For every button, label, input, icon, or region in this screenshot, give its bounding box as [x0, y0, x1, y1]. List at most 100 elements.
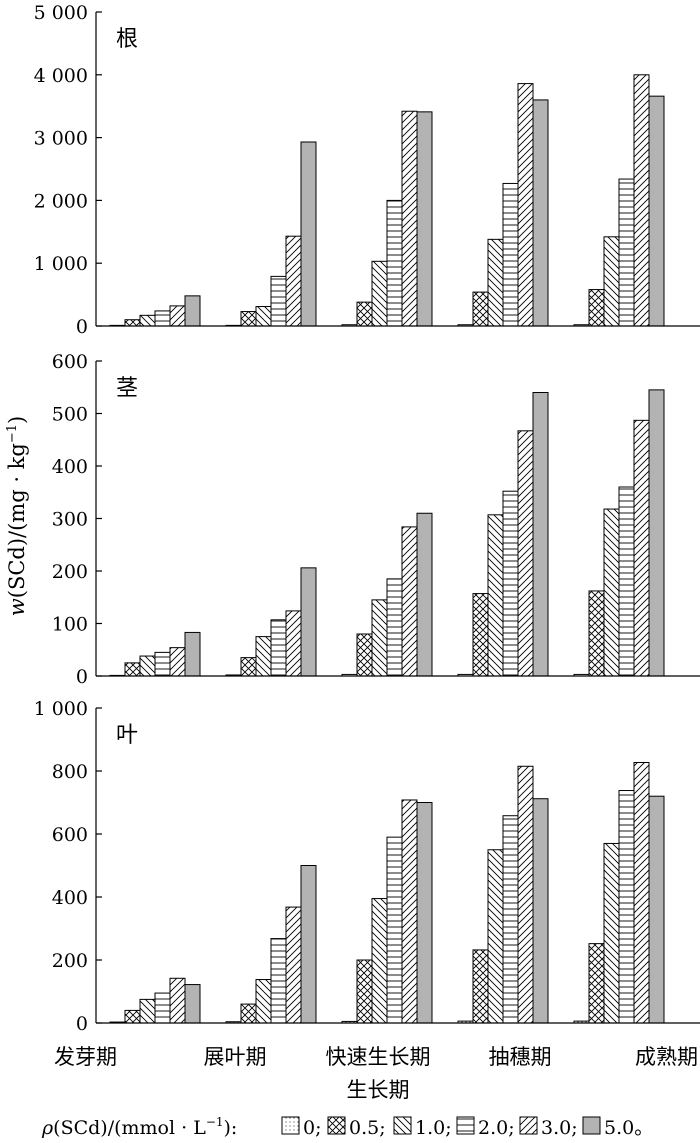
bar	[356, 633, 373, 677]
bar	[532, 392, 549, 677]
bar	[416, 111, 433, 327]
bar	[472, 291, 489, 327]
bar	[648, 389, 665, 677]
bar	[371, 260, 388, 327]
bar	[633, 761, 650, 1024]
y-tick-label: 0	[76, 1013, 88, 1035]
category-label: 抽穗期	[489, 1045, 552, 1069]
bar	[487, 238, 504, 327]
bar	[603, 236, 620, 327]
bar	[401, 526, 418, 677]
category-label: 发芽期	[54, 1045, 117, 1069]
bar	[240, 311, 257, 327]
legend-label: 0.5;	[349, 1117, 386, 1139]
y-axis-title: w(SCd)/(mg · kg−1)	[5, 416, 29, 616]
bar	[618, 790, 635, 1024]
bar	[502, 490, 519, 677]
bar	[588, 289, 605, 327]
bar	[139, 655, 156, 677]
y-tick-label: 300	[52, 509, 88, 531]
panel-label: 叶	[116, 723, 138, 748]
bar	[154, 651, 171, 677]
bar	[356, 301, 373, 327]
y-tick-label: 5 000	[34, 2, 88, 24]
legend-label: 1.0;	[415, 1117, 452, 1139]
x-axis-title: 生长期	[347, 1078, 410, 1102]
category-label: 展叶期	[204, 1045, 267, 1069]
bar	[618, 178, 635, 327]
bar	[169, 977, 186, 1024]
y-tick-label: 600	[52, 351, 88, 373]
bar	[648, 795, 665, 1024]
bar	[517, 765, 534, 1024]
legend-swatch	[456, 1116, 475, 1135]
bar	[416, 802, 433, 1024]
bar	[255, 979, 272, 1024]
bar	[184, 631, 201, 677]
bar	[532, 99, 549, 327]
legend-label: 0;	[303, 1117, 322, 1139]
bar	[270, 619, 287, 677]
legend-swatch	[582, 1116, 601, 1135]
legend-label: 3.0;	[541, 1117, 578, 1139]
bar	[487, 849, 504, 1024]
bar	[588, 590, 605, 677]
bar	[618, 486, 635, 677]
y-tick-label: 0	[76, 666, 88, 688]
y-tick-label: 500	[52, 404, 88, 426]
bar	[401, 110, 418, 327]
bar	[356, 959, 373, 1024]
y-tick-label: 200	[52, 950, 88, 972]
bar	[633, 419, 650, 677]
bar	[603, 842, 620, 1024]
legend: ρ(SCd)/(mmol · L−1): 0; 0.5; 1.0; 2.0; 3.0; 5…	[41, 1115, 653, 1139]
bar	[285, 235, 302, 327]
y-tick-label: 100	[52, 614, 88, 636]
category-label: 快速生长期	[326, 1045, 431, 1069]
bar	[184, 295, 201, 327]
bar	[169, 305, 186, 327]
bar	[502, 182, 519, 327]
bar	[184, 984, 201, 1024]
bar	[532, 798, 549, 1024]
bar	[300, 567, 317, 677]
bar	[124, 319, 141, 327]
bar	[517, 83, 534, 327]
y-tick-label: 400	[52, 887, 88, 909]
legend-label: 5.0。	[604, 1117, 653, 1139]
bar	[124, 1009, 141, 1024]
bar	[386, 836, 403, 1024]
bar	[154, 992, 171, 1024]
y-tick-label: 3 000	[34, 128, 88, 150]
panel-0: 0 1 000 2 000 3 000 4 000 5 000 根	[34, 2, 700, 338]
y-tick-label: 4 000	[34, 65, 88, 87]
bar	[386, 578, 403, 677]
bar	[240, 1003, 257, 1024]
panel-label: 根	[116, 27, 138, 52]
panel-1: 0 100 200 300 400 500 600 茎	[52, 351, 700, 688]
bar	[371, 599, 388, 677]
y-tick-label: 1 000	[34, 698, 88, 720]
y-tick-label: 200	[52, 561, 88, 583]
bar	[270, 275, 287, 327]
panel-2: 0 200 400 600 800 1 000 叶	[34, 698, 700, 1035]
bar	[240, 657, 257, 677]
y-tick-label: 0	[76, 316, 88, 338]
bar	[139, 998, 156, 1024]
bar	[255, 306, 272, 327]
y-tick-label: 400	[52, 456, 88, 478]
bar	[285, 906, 302, 1024]
bar	[124, 662, 141, 677]
bar	[648, 95, 665, 327]
panel-label: 茎	[116, 376, 138, 401]
y-tick-label: 2 000	[34, 190, 88, 212]
bar	[300, 865, 317, 1024]
bar	[169, 647, 186, 677]
bar	[588, 943, 605, 1024]
y-tick-label: 1 000	[34, 253, 88, 275]
bar	[502, 815, 519, 1024]
legend-swatch	[393, 1116, 412, 1135]
bar	[416, 512, 433, 677]
bar	[472, 593, 489, 677]
